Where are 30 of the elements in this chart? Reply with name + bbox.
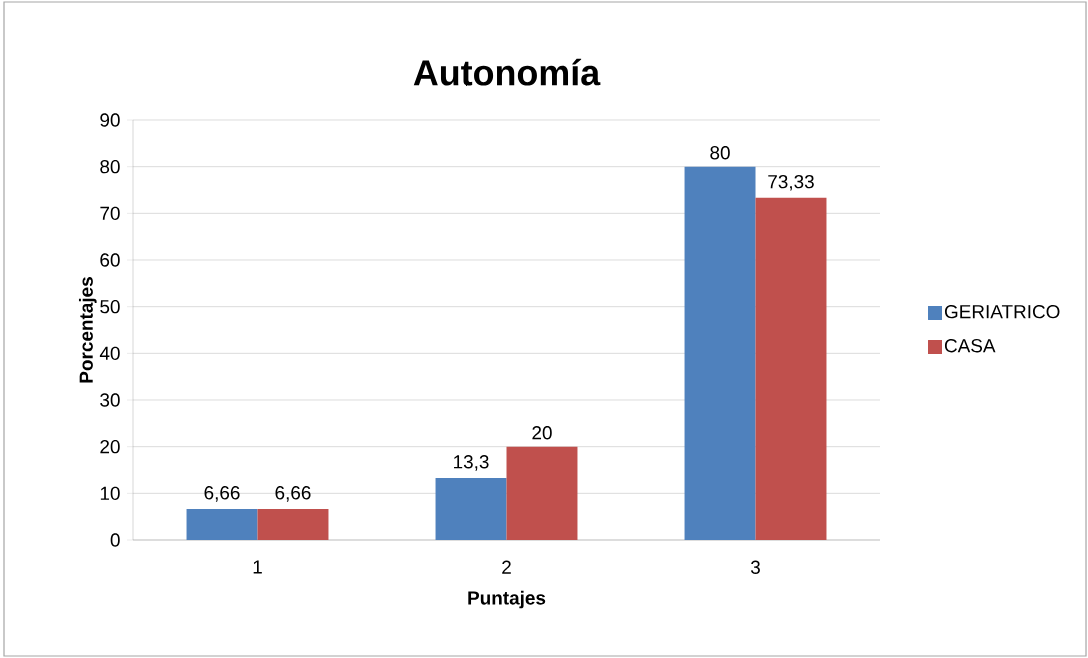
x-axis-title: Puntajes [468, 590, 546, 609]
data-label: 6,66 [204, 486, 240, 502]
x-tick-label: 1 [253, 560, 262, 574]
y-tick-label: 70 [100, 206, 120, 221]
y-tick-label: 30 [100, 393, 120, 407]
bar [186, 508, 258, 540]
data-label: 13,3 [454, 455, 489, 471]
legend-label: CASA [944, 338, 996, 353]
bar [755, 197, 827, 540]
data-label: 73,33 [768, 174, 814, 191]
data-label: 20 [532, 426, 552, 440]
y-tick-label: 20 [100, 439, 120, 454]
y-tick-label: 60 [100, 253, 120, 267]
bar [435, 477, 507, 540]
x-tick-label: 3 [750, 560, 760, 574]
legend-label: GERIATRICO [944, 304, 1060, 319]
data-label: 6,66 [275, 486, 311, 502]
bar [506, 446, 578, 540]
y-axis-title: Porcentajes [78, 277, 97, 383]
y-tick-label: 50 [100, 299, 120, 314]
y-tick-label: 40 [99, 346, 120, 361]
chart-title: Autonomía [413, 58, 601, 86]
y-tick-label: 10 [100, 486, 120, 501]
y-tick-label: 80 [100, 159, 120, 174]
x-tick-label: 2 [502, 560, 511, 574]
bar [684, 166, 756, 540]
data-label: 80 [710, 146, 730, 160]
bar [257, 508, 329, 540]
y-tick-label: 0 [110, 533, 120, 547]
y-tick-label: 90 [100, 113, 120, 127]
